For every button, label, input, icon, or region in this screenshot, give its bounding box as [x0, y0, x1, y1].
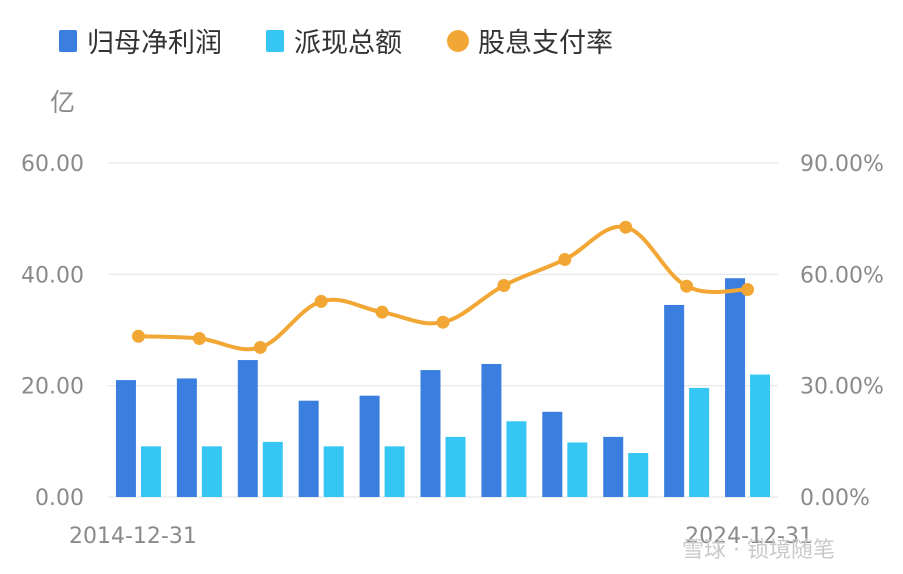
payout-point	[436, 315, 450, 329]
y-right-tick-label: 30.00%	[800, 375, 884, 400]
payout-point	[192, 332, 206, 346]
bar-profit	[420, 370, 441, 497]
bar-dividend	[750, 374, 771, 497]
payout-point	[375, 305, 389, 319]
payout-point	[314, 294, 328, 308]
legend-swatch-payout	[447, 30, 469, 52]
bar-dividend	[201, 446, 222, 497]
y-axis-left: 0.00 20.00 40.00 60.00	[21, 152, 84, 511]
y-left-tick-label: 20.00	[21, 375, 84, 400]
y-axis-right: 0.00% 30.00% 60.00% 90.00%	[800, 152, 884, 511]
y-left-tick-label: 60.00	[21, 152, 84, 177]
y-right-tick-label: 90.00%	[800, 152, 884, 177]
legend-label-dividend: 派现总额	[294, 28, 402, 59]
y-right-tick-label: 60.00%	[800, 263, 884, 288]
bar-profit	[481, 363, 502, 497]
bar-dividend	[140, 446, 161, 497]
legend-swatch-dividend	[266, 30, 284, 52]
payout-line-path	[136, 224, 750, 352]
bar-dividend	[262, 441, 283, 497]
payout-line	[131, 220, 755, 354]
bar-profit	[725, 278, 746, 497]
x-tick-label: 2024-12-31	[685, 524, 813, 549]
payout-point	[680, 279, 694, 293]
bars	[115, 278, 771, 497]
y-axis-unit: 亿	[50, 88, 75, 117]
bar-dividend	[628, 453, 649, 497]
bar-dividend	[567, 442, 588, 497]
bar-profit	[115, 380, 136, 497]
payout-point	[741, 283, 755, 297]
payout-point	[497, 278, 511, 292]
watermark: 雪球 · 锁境随笔	[682, 538, 835, 563]
bar-dividend	[323, 446, 344, 497]
bar-profit	[542, 411, 563, 497]
payout-point	[253, 340, 267, 354]
y-right-tick-label: 0.00%	[800, 486, 870, 511]
payout-point	[558, 252, 572, 266]
payout-point	[131, 329, 145, 343]
bar-dividend	[506, 421, 527, 497]
x-axis: 2014-12-31 2024-12-31	[69, 524, 813, 549]
legend-swatch-profit	[59, 30, 77, 52]
y-left-tick-label: 40.00	[21, 263, 84, 288]
bar-dividend	[384, 446, 405, 497]
bar-profit	[298, 400, 319, 497]
legend-label-profit: 归母净利润	[87, 28, 222, 59]
bar-dividend	[689, 387, 710, 497]
bar-profit	[359, 395, 380, 497]
bar-profit	[176, 378, 197, 497]
legend-label-payout: 股息支付率	[478, 28, 613, 59]
bar-dividend	[445, 436, 466, 497]
bar-profit	[237, 360, 258, 497]
payout-point	[619, 220, 633, 234]
legend: 归母净利润 派现总额 股息支付率	[59, 28, 613, 59]
bar-profit	[603, 436, 624, 497]
bar-profit	[664, 304, 685, 497]
x-tick-label: 2014-12-31	[69, 524, 197, 549]
y-left-tick-label: 0.00	[35, 486, 84, 511]
